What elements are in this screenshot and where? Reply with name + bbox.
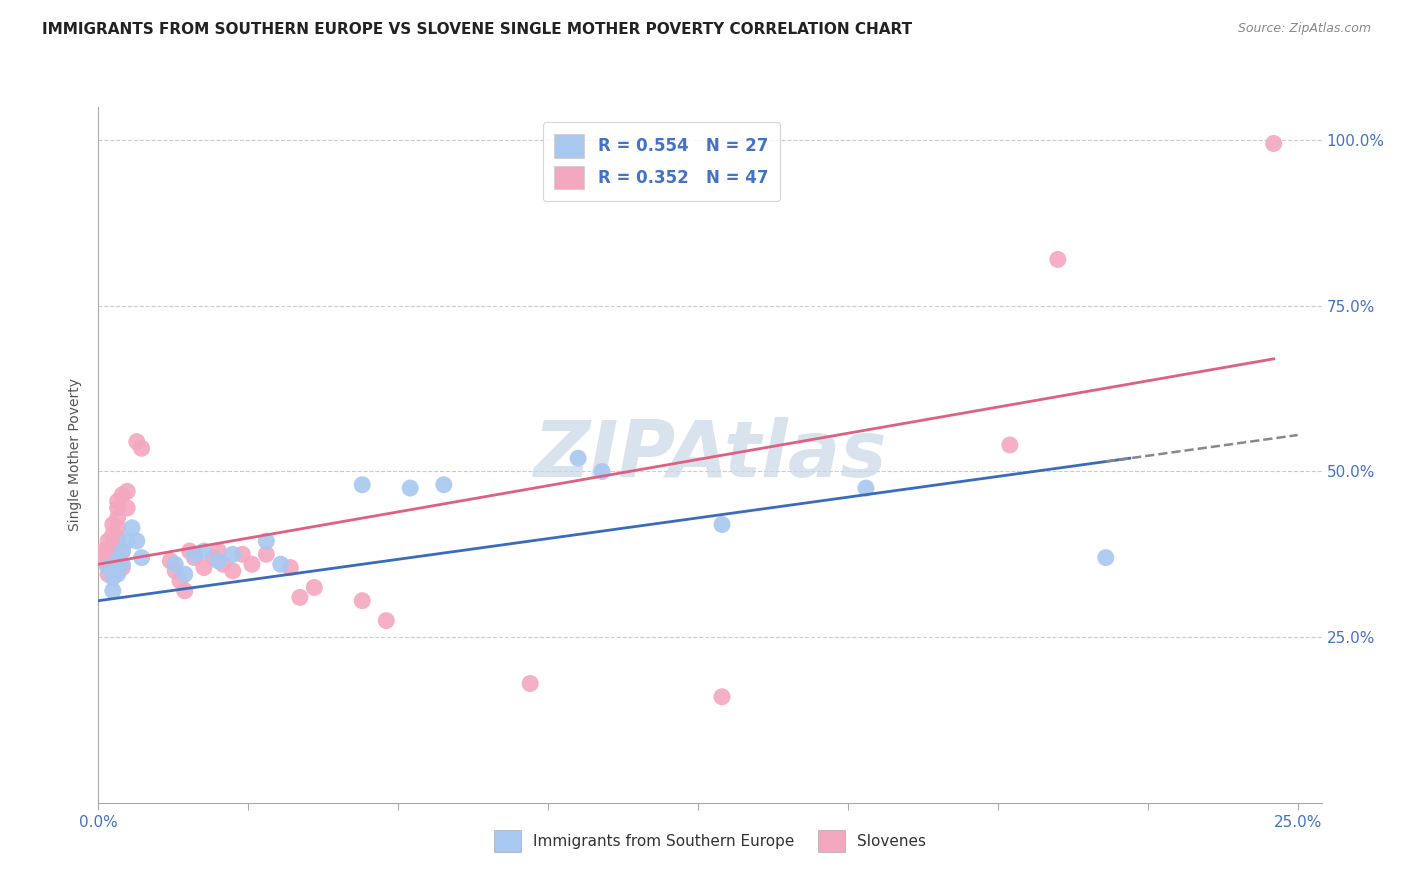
Point [193,560,215,574]
Point [202,550,225,565]
Point [111,544,134,558]
Point [97,534,120,549]
Point [207,554,229,568]
Point [270,558,292,572]
Text: IMMIGRANTS FROM SOUTHERN EUROPE VS SLOVENE SINGLE MOTHER POVERTY CORRELATION CHA: IMMIGRANTS FROM SOUTHERN EUROPE VS SLOVE… [42,22,912,37]
Legend: Immigrants from Southern Europe, Slovenes: Immigrants from Southern Europe, Slovene… [488,824,932,858]
Point [115,500,138,515]
Point [121,521,143,535]
Point [711,517,734,532]
Point [375,614,398,628]
Point [115,534,138,549]
Point [97,544,120,558]
Point [519,676,541,690]
Point [111,560,134,574]
Point [855,481,877,495]
Text: Source: ZipAtlas.com: Source: ZipAtlas.com [1237,22,1371,36]
Point [91,544,114,558]
Point [183,547,205,561]
Point [101,547,124,561]
Point [125,534,148,549]
Point [711,690,734,704]
Point [101,527,124,541]
Point [97,560,120,574]
Point [254,547,277,561]
Point [254,534,277,549]
Point [193,544,215,558]
Point [159,554,181,568]
Point [173,567,195,582]
Point [212,558,235,572]
Point [107,511,129,525]
Point [1263,136,1285,151]
Point [115,484,138,499]
Point [240,558,263,572]
Point [101,517,124,532]
Point [107,494,129,508]
Point [433,477,456,491]
Point [91,554,114,568]
Point [101,537,124,551]
Point [998,438,1021,452]
Point [111,558,134,572]
Text: ZIPAtlas: ZIPAtlas [533,417,887,493]
Point [173,583,195,598]
Point [222,547,245,561]
Point [101,570,124,584]
Point [288,591,311,605]
Point [107,531,129,545]
Point [304,581,326,595]
Point [169,574,191,588]
Point [107,567,129,582]
Point [278,560,301,574]
Point [1046,252,1069,267]
Y-axis label: Single Mother Poverty: Single Mother Poverty [67,378,82,532]
Point [107,554,129,568]
Point [183,550,205,565]
Point [101,583,124,598]
Point [1094,550,1116,565]
Point [352,593,374,607]
Point [97,558,120,572]
Point [107,500,129,515]
Point [131,442,153,456]
Point [97,567,120,582]
Point [111,544,134,558]
Point [165,558,187,572]
Point [222,564,245,578]
Point [352,477,374,491]
Point [207,544,229,558]
Point [567,451,589,466]
Point [165,564,187,578]
Point [101,558,124,572]
Point [231,547,253,561]
Point [107,521,129,535]
Point [179,544,201,558]
Point [131,550,153,565]
Point [591,465,613,479]
Point [125,434,148,449]
Point [399,481,422,495]
Point [111,488,134,502]
